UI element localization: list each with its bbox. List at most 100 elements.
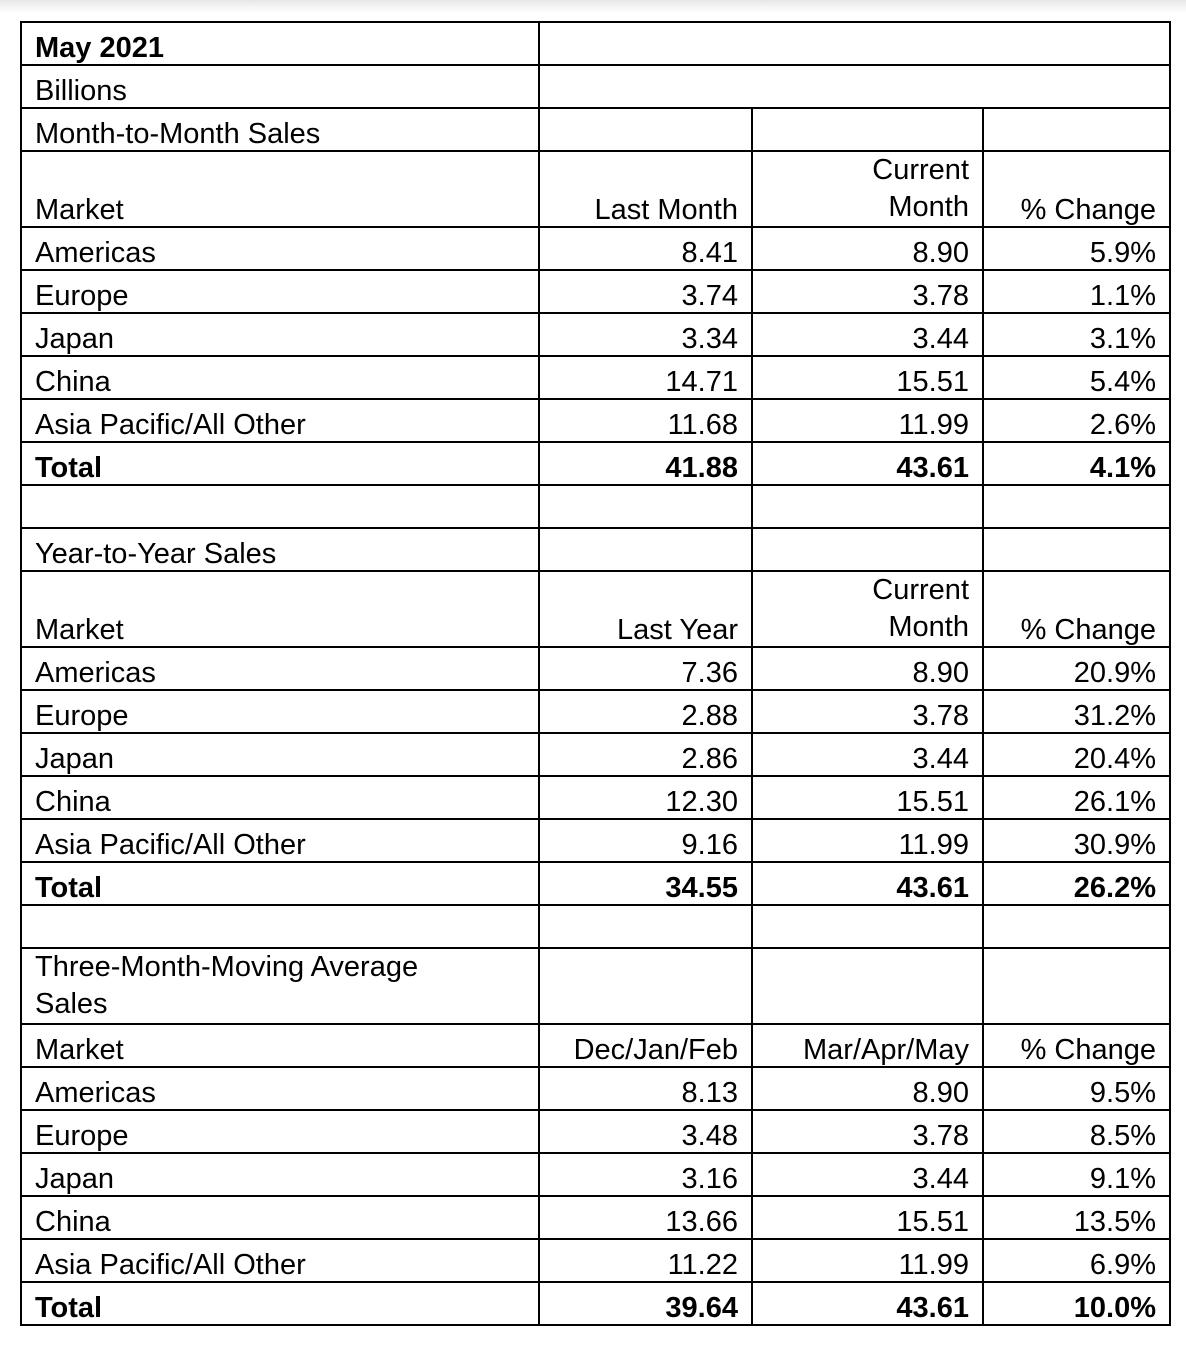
- total-value-cell: 43.61: [751, 441, 984, 486]
- pct-change-cell: 30.9%: [981, 818, 1172, 863]
- section-title-row: Month-to-Month Sales: [20, 107, 1172, 152]
- table-row: Asia Pacific/All Other 11.22 11.99 6.9%: [20, 1238, 1172, 1283]
- pct-change-cell: 5.9%: [981, 226, 1172, 271]
- value-cell: 8.90: [751, 226, 984, 271]
- pct-change-cell: 20.4%: [981, 732, 1172, 777]
- value-cell: 12.30: [538, 775, 753, 820]
- table-row: Japan 3.34 3.44 3.1%: [20, 312, 1172, 357]
- value-cell: 8.13: [538, 1066, 753, 1111]
- pct-change-cell: 31.2%: [981, 689, 1172, 734]
- empty-cell: [981, 527, 1172, 572]
- value-cell: 13.66: [538, 1195, 753, 1240]
- window-top-shadow: [0, 0, 1186, 14]
- total-pct-change-cell: 26.2%: [981, 861, 1172, 906]
- pct-change-cell: 13.5%: [981, 1195, 1172, 1240]
- section-title: Three-Month-Moving Average Sales: [20, 947, 540, 1025]
- period-row: May 2021: [20, 21, 1172, 66]
- table-row: Japan 2.86 3.44 20.4%: [20, 732, 1172, 777]
- column-header-line-1: Current: [872, 154, 969, 186]
- value-cell: 11.99: [751, 1238, 984, 1283]
- column-header-pct-change: % Change: [981, 150, 1172, 228]
- sales-table: May 2021 Billions Month-to-Month Sales M…: [20, 21, 1172, 1326]
- column-header-prior-period: Dec/Jan/Feb: [538, 1023, 753, 1068]
- market-cell: Asia Pacific/All Other: [20, 818, 540, 863]
- market-cell: Japan: [20, 312, 540, 357]
- value-cell: 8.90: [751, 1066, 984, 1111]
- column-header-market: Market: [20, 150, 540, 228]
- value-cell: 11.68: [538, 398, 753, 443]
- empty-cell: [751, 904, 984, 949]
- units-row: Billions: [20, 64, 1172, 109]
- value-cell: 11.99: [751, 398, 984, 443]
- market-cell: Japan: [20, 732, 540, 777]
- market-cell: Europe: [20, 1109, 540, 1154]
- value-cell: 3.78: [751, 1109, 984, 1154]
- total-label: Total: [20, 441, 540, 486]
- value-cell: 3.44: [751, 312, 984, 357]
- empty-cell: [751, 527, 984, 572]
- empty-cell: [751, 107, 984, 152]
- column-header-row: Market Last Year Current Month % Change: [20, 570, 1172, 648]
- period-label: May 2021: [20, 21, 540, 66]
- total-row: Total 34.55 43.61 26.2%: [20, 861, 1172, 906]
- section-title-text: Three-Month-Moving Average Sales: [35, 951, 419, 1020]
- pct-change-cell: 2.6%: [981, 398, 1172, 443]
- section-title: Month-to-Month Sales: [20, 107, 540, 152]
- column-header-current-month: Current Month: [751, 150, 984, 228]
- column-header-current-period: Mar/Apr/May: [751, 1023, 984, 1068]
- empty-cell: [751, 947, 984, 1025]
- total-value-cell: 39.64: [538, 1281, 753, 1326]
- value-cell: 3.16: [538, 1152, 753, 1197]
- section-title-row: Three-Month-Moving Average Sales: [20, 947, 1172, 1025]
- empty-cell: [538, 484, 753, 529]
- empty-cell: [537, 64, 1172, 109]
- market-cell: Americas: [20, 646, 540, 691]
- empty-cell: [538, 947, 753, 1025]
- table-row: Japan 3.16 3.44 9.1%: [20, 1152, 1172, 1197]
- value-cell: 7.36: [538, 646, 753, 691]
- value-cell: 3.34: [538, 312, 753, 357]
- value-cell: 8.90: [751, 646, 984, 691]
- empty-cell: [981, 904, 1172, 949]
- empty-cell: [981, 484, 1172, 529]
- column-header-line-2: Month: [888, 191, 969, 223]
- value-cell: 15.51: [751, 355, 984, 400]
- pct-change-cell: 9.1%: [981, 1152, 1172, 1197]
- value-cell: 3.78: [751, 689, 984, 734]
- column-header-line-2: Month: [888, 611, 969, 643]
- pct-change-cell: 1.1%: [981, 269, 1172, 314]
- empty-cell: [981, 947, 1172, 1025]
- table-row: China 13.66 15.51 13.5%: [20, 1195, 1172, 1240]
- empty-cell: [751, 484, 984, 529]
- pct-change-cell: 5.4%: [981, 355, 1172, 400]
- table-row: Europe 2.88 3.78 31.2%: [20, 689, 1172, 734]
- column-header-market: Market: [20, 570, 540, 648]
- table-row: Americas 8.41 8.90 5.9%: [20, 226, 1172, 271]
- units-label: Billions: [20, 64, 540, 109]
- spacer-row: [20, 904, 1172, 949]
- table-row: Americas 7.36 8.90 20.9%: [20, 646, 1172, 691]
- market-cell: Asia Pacific/All Other: [20, 398, 540, 443]
- pct-change-cell: 26.1%: [981, 775, 1172, 820]
- spacer-row: [20, 484, 1172, 529]
- column-header-pct-change: % Change: [981, 1023, 1172, 1068]
- total-row: Total 41.88 43.61 4.1%: [20, 441, 1172, 486]
- empty-cell: [20, 484, 540, 529]
- total-label: Total: [20, 861, 540, 906]
- total-value-cell: 34.55: [538, 861, 753, 906]
- total-value-cell: 43.61: [751, 1281, 984, 1326]
- value-cell: 14.71: [538, 355, 753, 400]
- column-header-last-year: Last Year: [538, 570, 753, 648]
- column-header-current-month: Current Month: [751, 570, 984, 648]
- total-value-cell: 41.88: [538, 441, 753, 486]
- value-cell: 15.51: [751, 1195, 984, 1240]
- value-cell: 2.88: [538, 689, 753, 734]
- pct-change-cell: 8.5%: [981, 1109, 1172, 1154]
- section-title-row: Year-to-Year Sales: [20, 527, 1172, 572]
- column-header-last-month: Last Month: [538, 150, 753, 228]
- empty-cell: [20, 904, 540, 949]
- value-cell: 3.48: [538, 1109, 753, 1154]
- market-cell: Europe: [20, 689, 540, 734]
- table-row: Europe 3.48 3.78 8.5%: [20, 1109, 1172, 1154]
- value-cell: 3.44: [751, 1152, 984, 1197]
